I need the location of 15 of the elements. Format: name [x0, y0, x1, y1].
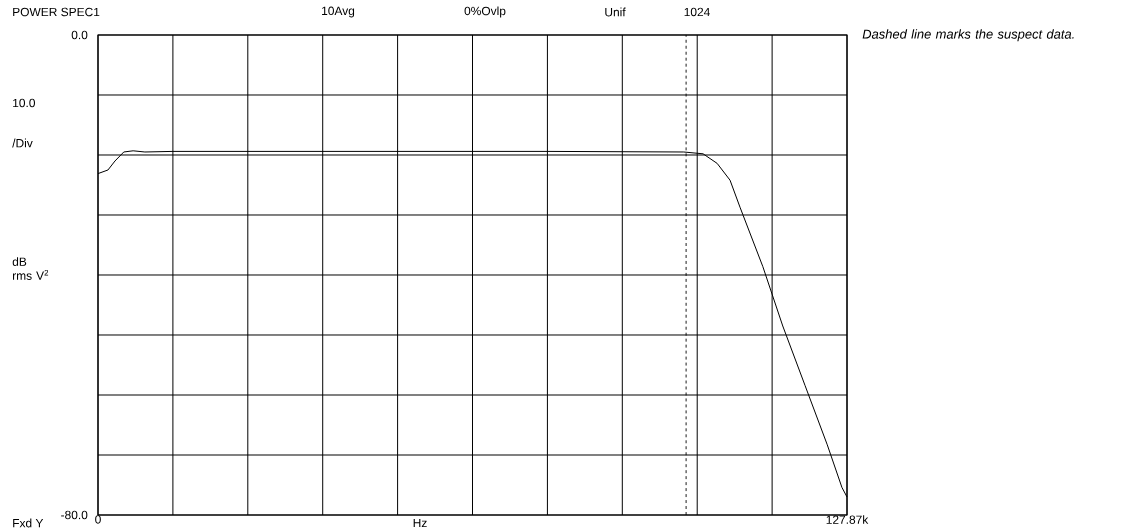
chart-title: POWER SPEC1 — [13, 7, 100, 17]
y-tick-label: 0.0 — [71, 30, 88, 40]
text: Fxd Y — [13, 518, 44, 528]
x-tick-label: 0 — [95, 515, 101, 524]
y-axis-title: dB rms V$^{2}$ — [12, 257, 49, 280]
text: Dashed line marks the suspect data. — [862, 29, 1074, 42]
text: 10Avg — [322, 6, 355, 18]
text: 1024 — [684, 7, 710, 17]
text: 10.0 — [13, 98, 35, 108]
x-tick-label: 127.87k — [826, 515, 869, 524]
text: Unif — [605, 7, 626, 17]
text: /Div — [12, 138, 33, 148]
text: 0%Ovlp — [464, 6, 506, 18]
y-tick-label: -80.0 — [61, 510, 88, 520]
x-axis-title: Hz — [413, 518, 427, 528]
